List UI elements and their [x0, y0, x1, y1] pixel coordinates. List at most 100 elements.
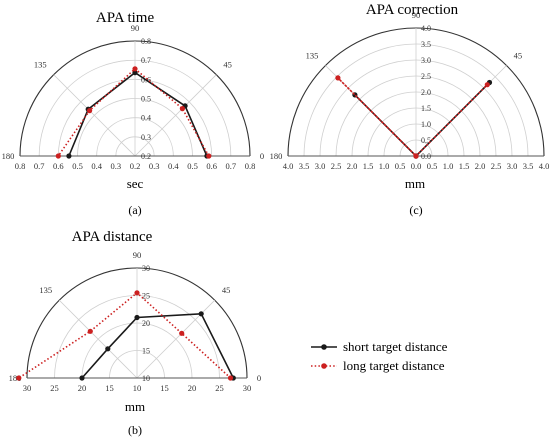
angle-label: 135 — [34, 60, 47, 70]
x-axis-label: mm — [405, 176, 425, 191]
tick-label: 3.0 — [421, 56, 431, 65]
tick-label: 0.0 — [411, 161, 422, 171]
legend-marker-short — [321, 344, 327, 350]
series-line-short — [68, 71, 208, 157]
tick-label: 0.7 — [226, 161, 237, 171]
tick-label: 0.4 — [141, 114, 151, 123]
tick-label: 2.0 — [475, 161, 486, 171]
tick-label: 4.0 — [421, 24, 431, 33]
angle-label: 45 — [223, 60, 232, 70]
angle-label: 45 — [222, 285, 231, 295]
tick-label: 25 — [50, 383, 59, 393]
tick-label: 1.5 — [459, 161, 470, 171]
data-point-long — [206, 153, 212, 159]
angle-label: 0 — [260, 151, 264, 161]
data-point-long — [132, 66, 138, 72]
panel-apa-correction: 4.0 3.5 3.0 2.5 2.0 1.5 1.0 0.5 0.0 0.5 1.0 1.5 2.0 2… — [270, 2, 550, 217]
tick-label: 0.6 — [53, 161, 64, 171]
grid-spoke — [136, 299, 216, 379]
angle-label: 135 — [306, 50, 319, 60]
tick-label: 4.0 — [283, 161, 294, 171]
tick-label: 1.5 — [363, 161, 374, 171]
tick-label: 20 — [78, 383, 87, 393]
grid-spoke — [58, 299, 138, 379]
tick-label: 2.0 — [347, 161, 358, 171]
tick-label: 4.0 — [539, 161, 550, 171]
data-point-long — [484, 82, 490, 88]
tick-label: 0.5 — [427, 161, 438, 171]
tick-label: 3.5 — [299, 161, 310, 171]
tick-label: 1.0 — [379, 161, 390, 171]
tick-label: 0.5 — [421, 136, 431, 145]
tick-label: 15 — [105, 383, 114, 393]
tick-label: 2.5 — [491, 161, 502, 171]
tick-label: 2.0 — [421, 88, 431, 97]
angle-label: 0 — [257, 373, 261, 383]
tick-label: 3.0 — [507, 161, 518, 171]
panel-apa-time: 0.8 0.7 0.6 0.5 0.4 0.3 0.2 0.3 0.4 0.5 0.6 0.7 0.80… — [2, 10, 265, 217]
grid-spoke — [53, 74, 136, 157]
panel-label: (b) — [128, 423, 142, 437]
tick-label: 3.0 — [315, 161, 326, 171]
tick-label: 0.7 — [141, 56, 151, 65]
panel-label: (a) — [128, 203, 141, 217]
tick-label: 0.5 — [395, 161, 406, 171]
legend-label-long: long target distance — [343, 358, 445, 373]
series-line-long — [57, 67, 210, 157]
data-point-long — [87, 328, 93, 334]
tick-label: 0.4 — [168, 161, 179, 171]
tick-label: 30 — [142, 264, 150, 273]
x-axis-label: mm — [125, 399, 145, 414]
tick-label: 0.8 — [141, 37, 151, 46]
data-point-long — [413, 153, 419, 159]
data-point-long — [179, 106, 185, 112]
tick-label: 1.0 — [421, 120, 431, 129]
polar-grid: 0.8 0.7 0.6 0.5 0.4 0.3 0.2 0.3 0.4 0.5 0.6 0.7 0.80… — [2, 23, 265, 171]
tick-label: 30 — [23, 383, 32, 393]
tick-label: 0.3 — [111, 161, 122, 171]
data-point-long — [335, 75, 341, 81]
tick-label: 10 — [133, 383, 142, 393]
data-point-short — [132, 70, 138, 76]
angle-label: 90 — [131, 23, 140, 33]
tick-label: 0.0 — [421, 152, 431, 161]
panel-label: (c) — [409, 203, 422, 217]
tick-label: 0.4 — [91, 161, 102, 171]
tick-label: 3.5 — [421, 40, 431, 49]
angle-label: 180 — [2, 151, 15, 161]
tick-label: 20 — [188, 383, 197, 393]
tick-label: 0.6 — [206, 161, 217, 171]
tick-label: 30 — [243, 383, 252, 393]
angle-label: 90 — [412, 10, 421, 20]
data-point-long — [55, 153, 61, 159]
tick-label: 0.8 — [15, 161, 26, 171]
angle-label: 180 — [270, 151, 283, 161]
series-line-long — [337, 77, 488, 158]
tick-label: 2.5 — [421, 72, 431, 81]
legend: short target distance long target distan… — [311, 339, 448, 373]
legend-label-short: short target distance — [343, 339, 448, 354]
data-point-long — [134, 290, 140, 296]
data-point-short — [105, 346, 111, 352]
tick-label: 2.5 — [331, 161, 342, 171]
tick-label: 0.5 — [141, 95, 151, 104]
data-point-short — [198, 311, 204, 317]
polar-grid: 30 25 20 15 10 15 20 25 30 10 15 20 25 30 0 45 90 135 180 — [9, 250, 262, 393]
chart-title: APA time — [96, 10, 155, 26]
data-point-long — [87, 108, 93, 114]
tick-label: 25 — [215, 383, 224, 393]
tick-label: 0.3 — [149, 161, 160, 171]
tick-label: 1.0 — [443, 161, 454, 171]
tick-label: 0.5 — [187, 161, 198, 171]
tick-label: 0.5 — [72, 161, 83, 171]
legend-entry-short: short target distance — [311, 339, 448, 354]
angle-label: 180 — [9, 373, 22, 383]
tick-label: 15 — [142, 347, 150, 356]
angle-label: 45 — [514, 50, 523, 60]
data-point-short — [66, 153, 72, 159]
data-point-short — [79, 375, 85, 381]
chart-title: APA distance — [72, 229, 153, 245]
angle-label: 90 — [133, 250, 142, 260]
polar-grid: 4.0 3.5 3.0 2.5 2.0 1.5 1.0 0.5 0.0 0.5 1.0 1.5 2.0 2… — [270, 10, 550, 171]
